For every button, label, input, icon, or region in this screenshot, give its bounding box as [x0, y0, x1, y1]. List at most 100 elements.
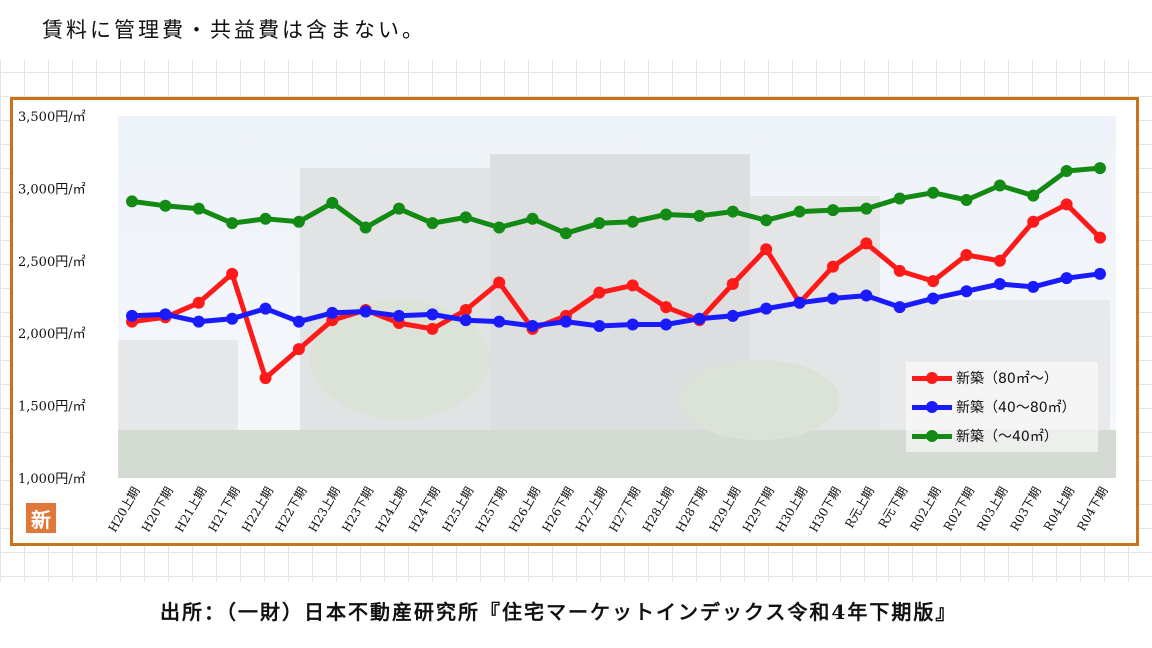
- data-point-s0: [626, 279, 639, 292]
- chart-legend: 新築（80㎡～） 新築（40～80㎡） 新築（～40㎡）: [906, 362, 1098, 452]
- x-tick-label: H24上期: [373, 485, 410, 535]
- y-tick-label: 3,000円/㎡: [18, 182, 86, 197]
- data-point-s1: [693, 312, 706, 325]
- data-point-s1: [893, 301, 906, 314]
- data-point-s0: [292, 343, 305, 356]
- data-point-s2: [192, 202, 205, 215]
- data-point-s2: [1094, 162, 1106, 175]
- x-tick-label: H22下期: [272, 485, 309, 535]
- data-point-s2: [459, 211, 472, 224]
- x-tick-label: H30下期: [807, 485, 844, 535]
- x-tick-label: R03下期: [1008, 485, 1044, 534]
- legend-label-blue: 新築（40～80㎡）: [956, 400, 1076, 416]
- x-tick-label: R02下期: [941, 485, 977, 534]
- data-point-s2: [1027, 189, 1040, 202]
- data-point-s0: [459, 304, 472, 317]
- data-point-s1: [426, 308, 439, 321]
- x-tick-label: H26下期: [540, 485, 577, 535]
- data-point-s2: [326, 196, 339, 209]
- x-tick-label: H26上期: [506, 485, 543, 535]
- data-point-s1: [1094, 267, 1106, 280]
- x-tick-label: H29下期: [740, 485, 777, 535]
- x-tick-label: R04上期: [1041, 485, 1077, 534]
- data-point-s1: [593, 319, 606, 332]
- x-tick-label: H24下期: [406, 485, 443, 535]
- data-point-s2: [393, 202, 406, 215]
- data-point-s2: [292, 215, 305, 228]
- data-point-s0: [192, 296, 205, 309]
- x-tick-label: H21下期: [206, 485, 243, 535]
- x-tick-label: H23上期: [306, 485, 343, 535]
- data-point-s0: [760, 243, 773, 256]
- data-point-s1: [993, 277, 1006, 290]
- new-build-badge: 新: [26, 503, 56, 533]
- data-point-s0: [726, 277, 739, 290]
- x-tick-label: H27上期: [573, 485, 610, 535]
- data-point-s2: [760, 214, 773, 227]
- data-point-s1: [192, 315, 205, 328]
- x-tick-label: H30上期: [773, 485, 810, 535]
- data-point-s1: [626, 318, 639, 331]
- y-tick-label: 2,500円/㎡: [18, 255, 86, 270]
- data-point-s1: [526, 319, 539, 332]
- data-point-s0: [226, 267, 239, 280]
- data-point-s2: [626, 215, 639, 228]
- data-point-s1: [726, 309, 739, 322]
- data-point-s1: [760, 302, 773, 315]
- data-point-s2: [226, 217, 239, 230]
- data-point-s2: [159, 199, 172, 212]
- data-point-s0: [860, 237, 873, 250]
- legend-item-red: 新築（80㎡～）: [912, 366, 1058, 390]
- data-point-s1: [326, 306, 339, 319]
- data-point-s1: [793, 296, 806, 309]
- x-tick-label: H21上期: [172, 485, 209, 535]
- y-tick-label: 1,500円/㎡: [18, 400, 86, 415]
- data-point-s2: [860, 202, 873, 215]
- y-tick-label: 2,000円/㎡: [18, 327, 86, 342]
- data-point-s2: [660, 208, 673, 221]
- data-point-s1: [860, 289, 873, 302]
- x-tick-label: H27下期: [606, 485, 643, 535]
- data-point-s2: [526, 212, 539, 225]
- data-point-s1: [159, 308, 172, 321]
- data-point-s2: [726, 205, 739, 218]
- data-point-s1: [359, 305, 372, 318]
- x-tick-label: R02上期: [907, 485, 943, 534]
- x-tick-label: H29上期: [706, 485, 743, 535]
- legend-item-green: 新築（～40㎡）: [912, 424, 1058, 448]
- data-point-s2: [927, 186, 940, 199]
- data-point-s0: [1027, 215, 1040, 228]
- data-point-s2: [493, 221, 506, 234]
- data-point-s0: [493, 276, 506, 289]
- x-axis: H20上期H20下期H21上期H21下期H22上期H22下期H23上期H23下期…: [106, 485, 1111, 535]
- data-point-s1: [559, 315, 572, 328]
- series-line-0: [129, 201, 1103, 381]
- source-citation: 出所：（一財）日本不動産研究所『住宅マーケットインデックス令和4年下期版』: [160, 600, 958, 624]
- x-tick-label: H20下期: [139, 485, 176, 535]
- data-point-s0: [893, 264, 906, 277]
- data-point-s2: [960, 193, 973, 206]
- x-tick-label: H23下期: [339, 485, 376, 535]
- legend-swatch-green: [912, 424, 952, 448]
- data-point-s1: [960, 285, 973, 298]
- data-point-s2: [359, 221, 372, 234]
- x-tick-label: H25上期: [439, 485, 476, 535]
- data-point-s1: [927, 292, 940, 305]
- data-point-s0: [927, 275, 940, 288]
- legend-item-blue: 新築（40～80㎡）: [912, 395, 1076, 419]
- data-point-s1: [493, 315, 506, 328]
- data-point-s2: [426, 217, 439, 230]
- data-point-s1: [1027, 280, 1040, 293]
- data-point-s1: [1060, 272, 1073, 285]
- x-tick-label: H28上期: [640, 485, 677, 535]
- data-point-s0: [1094, 231, 1106, 244]
- x-tick-label: H22上期: [239, 485, 276, 535]
- x-tick-label: H20上期: [106, 485, 143, 535]
- legend-label-green: 新築（～40㎡）: [956, 429, 1058, 445]
- legend-swatch-blue: [912, 395, 952, 419]
- footer-band: [0, 582, 1152, 648]
- data-point-s0: [826, 260, 839, 273]
- data-point-s1: [459, 314, 472, 327]
- legend-label-red: 新築（80㎡～）: [956, 371, 1058, 387]
